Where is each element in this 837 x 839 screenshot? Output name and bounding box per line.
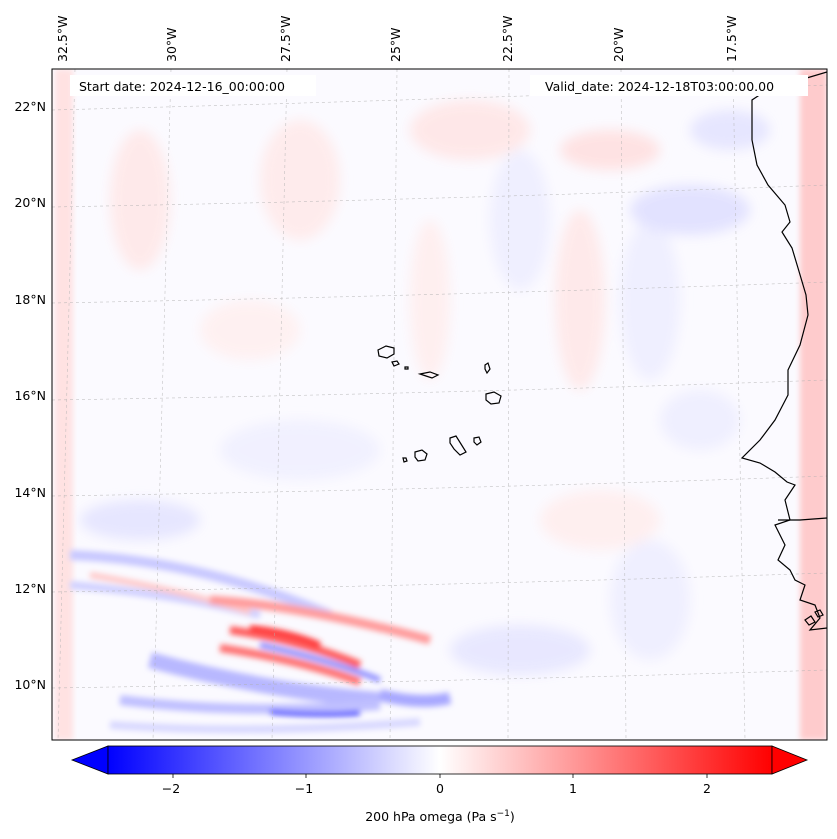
lat-label: 12°N <box>14 581 46 596</box>
lat-label: 18°N <box>14 292 46 307</box>
lon-label: 25°W <box>388 27 403 62</box>
map-gridlines <box>52 69 827 740</box>
bijagos-islands <box>804 609 824 626</box>
sao-vicente-island <box>391 360 400 367</box>
santo-antao-island <box>377 345 395 359</box>
lon-label: 27.5°W <box>278 16 293 62</box>
colorbar-extend-min <box>70 745 109 775</box>
lon-label: 22.5°W <box>500 16 515 62</box>
colorbar: −2 −1 0 1 2 200 hPa omega (Pa s−1) <box>70 745 809 824</box>
boa-vista-island <box>485 391 502 405</box>
colorbar-tick-label: −2 <box>162 781 180 796</box>
fogo-island <box>414 449 428 462</box>
africa-coastline <box>740 71 827 631</box>
omega-field <box>55 69 827 740</box>
lat-label: 14°N <box>14 485 46 500</box>
santiago-island <box>449 435 467 456</box>
colorbar-body <box>107 745 773 775</box>
sao-nicolau-island <box>417 371 440 379</box>
colorbar-ticks <box>172 774 708 778</box>
lat-label: 16°N <box>14 388 46 403</box>
valid-date-label: Valid_date: 2024-12-18T03:00:00.00 <box>545 79 774 94</box>
longitude-labels: 32.5°W 30°W 27.5°W 25°W 22.5°W 20°W 17.5… <box>55 16 739 62</box>
colorbar-extend-max <box>771 745 809 775</box>
date-header: Start date: 2024-12-16_00:00:00 Valid_da… <box>70 75 808 96</box>
colorbar-tick-label: 0 <box>436 781 444 796</box>
lon-label: 17.5°W <box>724 16 739 62</box>
map-panel: Start date: 2024-12-16_00:00:00 Valid_da… <box>52 69 827 740</box>
santa-luzia-island <box>404 366 409 370</box>
colorbar-label: 200 hPa omega (Pa s−1) <box>365 809 515 824</box>
sal-island <box>484 362 491 375</box>
map-frame <box>51 68 828 741</box>
coastlines <box>377 71 827 631</box>
colorbar-tick-label: −1 <box>295 781 313 796</box>
latitude-labels: 22°N 20°N 18°N 16°N 14°N 12°N 10°N <box>14 99 46 692</box>
lat-label: 22°N <box>14 99 46 114</box>
lon-label: 20°W <box>611 27 626 62</box>
lon-label: 30°W <box>164 27 179 62</box>
lat-label: 10°N <box>14 677 46 692</box>
lon-label: 32.5°W <box>55 16 70 62</box>
lat-label: 20°N <box>14 195 46 210</box>
gambia-outline <box>778 517 827 521</box>
colorbar-tick-label: 1 <box>569 781 577 796</box>
colorbar-tick-label: 2 <box>703 781 711 796</box>
brava-island <box>402 457 408 463</box>
start-date-label: Start date: 2024-12-16_00:00:00 <box>79 79 285 94</box>
maio-island <box>473 436 482 446</box>
